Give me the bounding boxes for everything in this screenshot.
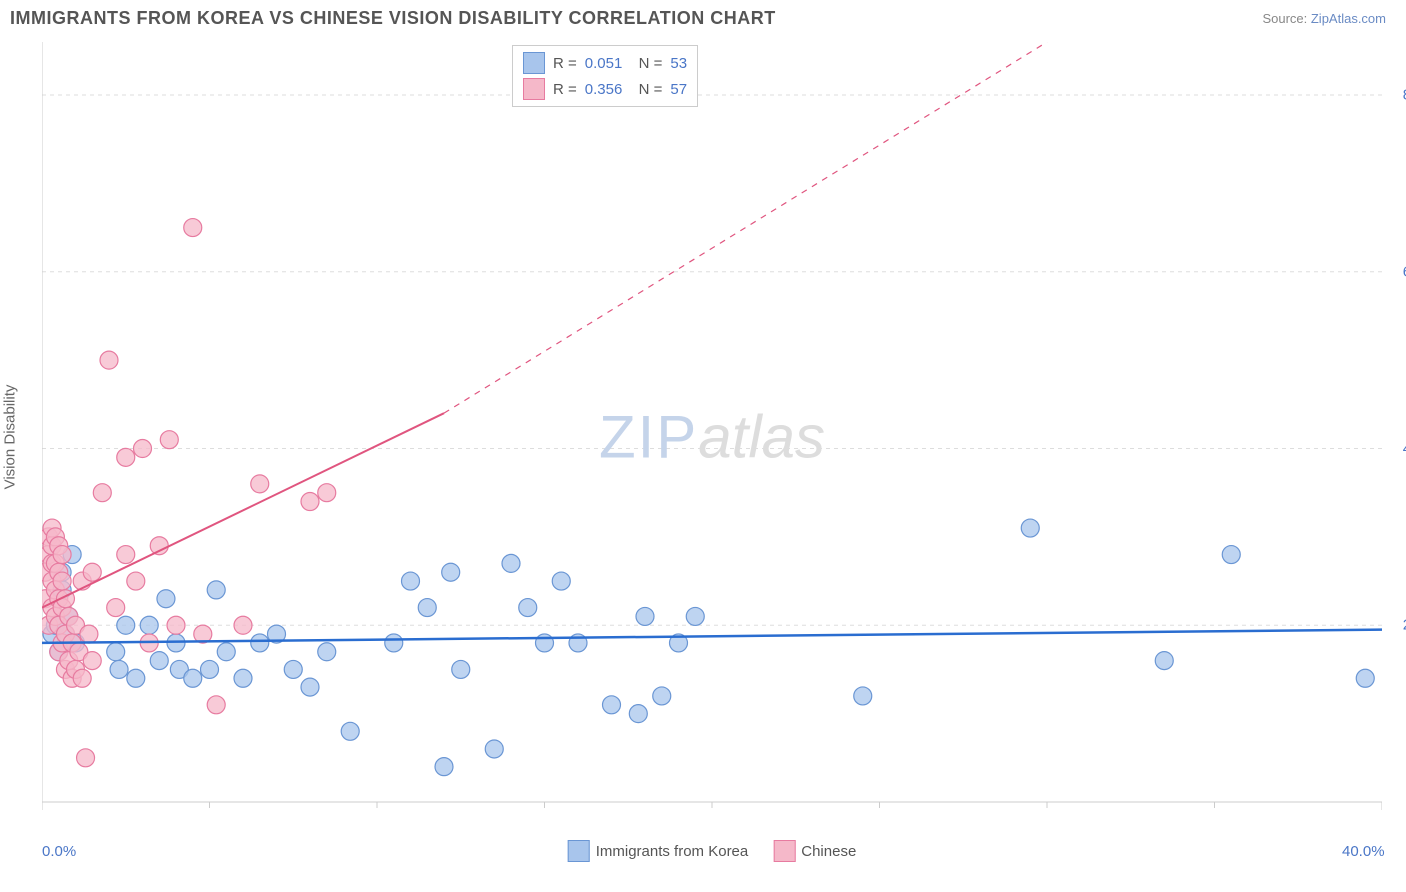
legend-r-label: R = (553, 81, 577, 98)
legend-r-value: 0.356 (585, 81, 623, 98)
legend-row: R = 0.356 N = 57 (523, 76, 687, 102)
legend-label: Chinese (801, 843, 856, 860)
source-prefix: Source: (1262, 11, 1310, 26)
source-attribution: Source: ZipAtlas.com (1262, 11, 1386, 26)
legend-r-value: 0.051 (585, 55, 623, 72)
y-axis-label: Vision Disability (2, 385, 19, 490)
correlation-legend: R = 0.051 N = 53 R = 0.356 N = 57 (512, 45, 698, 107)
legend-item: Immigrants from Korea (568, 840, 749, 862)
legend-n-value: 57 (670, 81, 687, 98)
x-tick-label: 40.0% (1342, 843, 1385, 860)
legend-swatch (773, 840, 795, 862)
source-link[interactable]: ZipAtlas.com (1311, 11, 1386, 26)
legend-row: R = 0.051 N = 53 (523, 50, 687, 76)
chart-area: Vision Disability ZIPatlas R = 0.051 N =… (42, 42, 1382, 832)
legend-swatch (568, 840, 590, 862)
legend-swatch (523, 52, 545, 74)
series-legend: Immigrants from Korea Chinese (568, 840, 857, 862)
header: IMMIGRANTS FROM KOREA VS CHINESE VISION … (0, 0, 1406, 37)
chart-title: IMMIGRANTS FROM KOREA VS CHINESE VISION … (10, 8, 776, 29)
x-tick-label: 0.0% (42, 843, 76, 860)
legend-n-label: N = (630, 81, 662, 98)
legend-item: Chinese (773, 840, 856, 862)
legend-swatch (523, 78, 545, 100)
legend-n-value: 53 (670, 55, 687, 72)
legend-r-label: R = (553, 55, 577, 72)
legend-label: Immigrants from Korea (596, 843, 749, 860)
legend-n-label: N = (630, 55, 662, 72)
scatter-plot (42, 42, 1382, 832)
